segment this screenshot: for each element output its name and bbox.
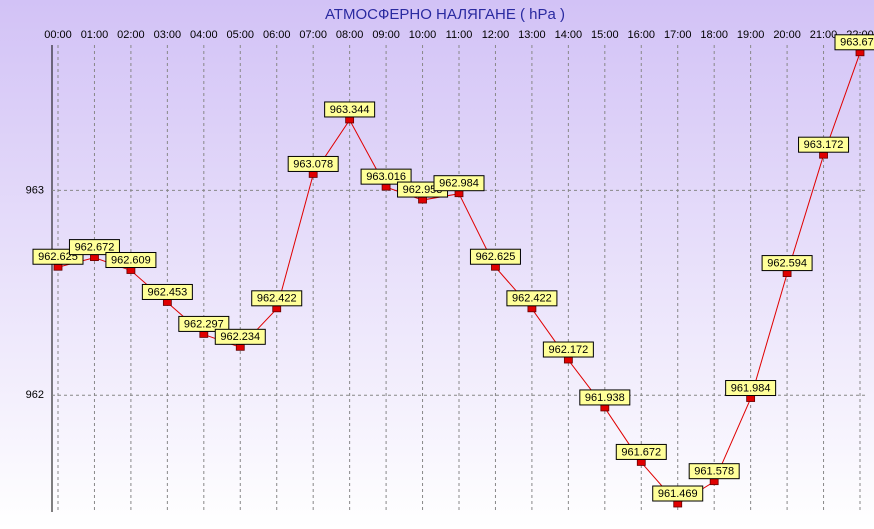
x-tick-label: 02:00: [117, 29, 145, 41]
value-label-box: [324, 101, 376, 118]
x-tick-label: 08:00: [336, 29, 364, 41]
marker: [600, 404, 610, 412]
marker: [819, 151, 828, 159]
value-label: 962.594: [767, 257, 807, 269]
marker: [90, 254, 99, 262]
value-label-box: [141, 283, 193, 300]
value-label-box: [105, 252, 157, 269]
marker: [527, 305, 537, 313]
value-label-box: [542, 341, 594, 358]
value-label: 962.234: [220, 331, 260, 343]
x-tick-label: 10:00: [409, 29, 437, 41]
value-label-box: [688, 463, 740, 480]
x-tick-label: 05:00: [227, 29, 255, 41]
value-label: 962.625: [476, 251, 516, 263]
x-tick-label: 06:00: [263, 29, 291, 41]
value-label: 962.422: [512, 293, 552, 305]
value-label: 962.625: [38, 251, 78, 263]
marker: [162, 299, 172, 306]
marker: [673, 500, 683, 508]
x-tick-label: 01:00: [81, 29, 109, 41]
value-label: 961.469: [658, 488, 698, 500]
x-tick-label: 21:00: [810, 29, 838, 41]
value-label: 962.984: [439, 178, 479, 190]
value-label-box: [433, 175, 485, 192]
y-tick-label: 962: [26, 389, 44, 401]
marker: [272, 305, 282, 313]
value-label: 962.672: [75, 242, 115, 254]
value-label-box: [834, 34, 874, 51]
value-label-box: [251, 290, 303, 307]
marker: [709, 478, 719, 486]
x-tick-label: 11:00: [446, 29, 473, 41]
marker: [308, 171, 318, 178]
x-tick-label: 18:00: [700, 29, 728, 41]
marker: [454, 190, 464, 198]
marker: [782, 270, 792, 277]
value-label-box: [469, 248, 521, 265]
value-label: 962.453: [147, 286, 187, 298]
marker: [418, 196, 427, 204]
x-tick-label: 20:00: [773, 29, 801, 41]
marker: [855, 49, 865, 57]
value-label-box: [798, 136, 850, 153]
x-tick-label: 19:00: [737, 29, 765, 41]
value-label: 963.172: [804, 139, 844, 151]
y-tick-label: 963: [26, 184, 44, 196]
value-label-box: [579, 389, 631, 406]
marker: [53, 263, 63, 271]
value-label: 963.078: [293, 158, 333, 170]
x-tick-label: 00:00: [44, 29, 72, 41]
x-tick-label: 17:00: [664, 29, 692, 41]
value-label-box: [214, 328, 266, 345]
x-tick-label: 15:00: [591, 29, 619, 41]
value-label: 963.672: [840, 37, 874, 49]
marker: [199, 331, 209, 338]
marker: [345, 116, 355, 124]
x-tick-label: 09:00: [372, 29, 400, 41]
value-label: 963.016: [366, 171, 406, 183]
value-label-box: [68, 239, 120, 256]
value-label-box: [287, 155, 339, 172]
x-tick-label: 04:00: [190, 29, 218, 41]
x-tick-label: 14:00: [555, 29, 583, 41]
value-label: 962.172: [548, 344, 588, 356]
value-label-box: [725, 380, 777, 397]
value-label: 961.578: [694, 466, 734, 478]
value-label: 962.953: [403, 184, 443, 196]
value-label-box: [615, 443, 667, 460]
value-label: 962.297: [184, 318, 224, 330]
marker: [381, 183, 391, 191]
value-label-box: [506, 290, 558, 307]
value-label: 962.609: [111, 254, 151, 266]
x-tick-label: 16:00: [628, 29, 656, 41]
x-tick-label: 13:00: [518, 29, 546, 41]
chart-title: АТМОСФЕРНО НАЛЯГАНЕ ( hPa ): [325, 6, 565, 23]
marker: [746, 395, 756, 402]
value-label: 961.938: [585, 392, 625, 404]
value-label-box: [178, 315, 230, 332]
value-label-box: [360, 168, 412, 185]
value-label: 962.422: [257, 293, 297, 305]
value-label: 961.672: [621, 446, 661, 458]
value-label: 961.984: [731, 382, 771, 394]
marker: [636, 459, 646, 466]
marker: [235, 343, 245, 351]
x-tick-label: 12:00: [482, 29, 510, 41]
x-tick-label: 03:00: [154, 29, 182, 41]
value-label-box: [652, 485, 704, 502]
marker: [126, 267, 136, 274]
x-tick-label: 07:00: [299, 29, 327, 41]
value-label-box: [761, 255, 813, 272]
marker: [491, 263, 500, 271]
value-label: 963.344: [330, 104, 370, 116]
marker: [563, 356, 573, 364]
